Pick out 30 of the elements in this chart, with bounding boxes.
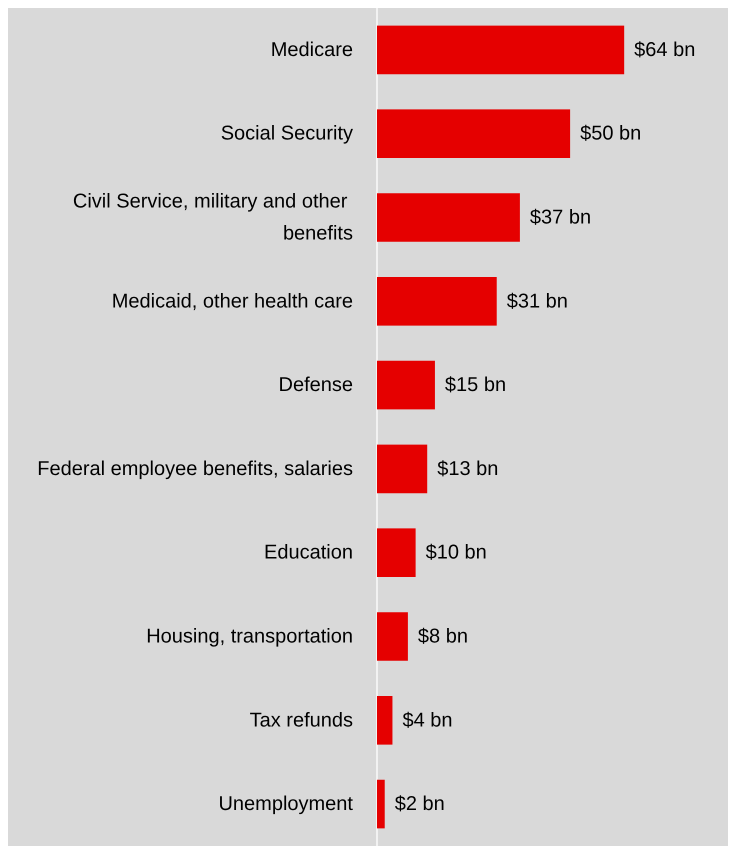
y-tick-label: Education bbox=[264, 542, 353, 564]
bar bbox=[377, 612, 408, 661]
data-label: $50 bn bbox=[580, 122, 642, 145]
data-label: $10 bn bbox=[426, 542, 487, 564]
bar bbox=[377, 780, 385, 828]
bar bbox=[377, 109, 570, 158]
data-label: $13 bn bbox=[437, 458, 498, 480]
bar bbox=[377, 444, 428, 494]
bar bbox=[377, 360, 435, 410]
data-label: $8 bn bbox=[418, 626, 468, 648]
y-tick-label: Federal employee benefits, salaries bbox=[37, 458, 353, 480]
data-label: $37 bn bbox=[530, 206, 592, 228]
y-tick-label: Tax refunds bbox=[250, 709, 353, 732]
data-label: $64 bn bbox=[634, 38, 696, 61]
y-tick-label: Unemployment bbox=[218, 793, 354, 816]
data-label: $15 bn bbox=[444, 374, 506, 396]
y-tick-label: Medicaid, other health care bbox=[112, 290, 353, 312]
bar bbox=[377, 277, 497, 326]
y-tick-label: Social Security bbox=[220, 122, 353, 145]
y-tick-label: Medicare bbox=[270, 38, 353, 61]
bar bbox=[377, 26, 624, 74]
y-tick-label: Civil Service, military and other benefits bbox=[72, 190, 353, 244]
data-label: $31 bn bbox=[506, 290, 568, 312]
bar bbox=[377, 193, 520, 242]
data-label: $4 bn bbox=[402, 709, 453, 732]
data-label: $2 bn bbox=[394, 793, 445, 816]
bar bbox=[377, 528, 416, 577]
bar bbox=[377, 696, 392, 745]
y-tick-label: Housing, transportation bbox=[146, 626, 353, 648]
y-tick-label: Defense bbox=[278, 374, 353, 396]
